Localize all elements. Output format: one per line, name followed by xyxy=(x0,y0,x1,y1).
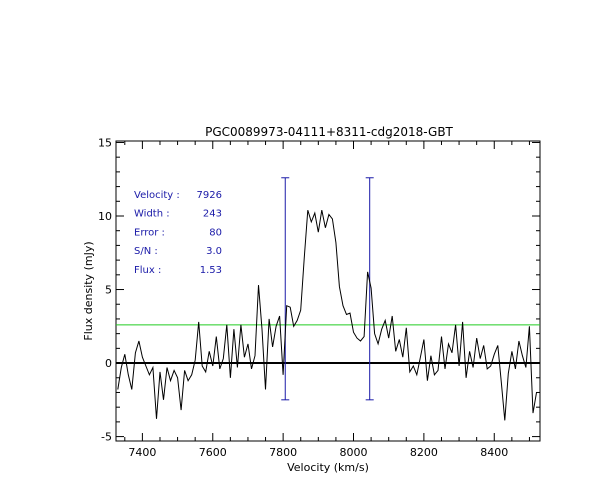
x-tick-label: 7600 xyxy=(199,446,227,459)
info-value: 80 xyxy=(209,227,222,238)
y-tick-label: 10 xyxy=(98,210,112,223)
spectrum-line xyxy=(117,209,537,421)
chart-title: PGC0089973-04111+8311-cdg2018-GBT xyxy=(205,125,453,139)
y-axis: -5 0 5 10 15 xyxy=(98,136,540,444)
info-value: 7926 xyxy=(197,190,222,201)
x-tick-label: 7400 xyxy=(128,446,156,459)
y-tick-label: 15 xyxy=(98,136,112,149)
info-value: 1.53 xyxy=(200,265,222,276)
x-tick-label: 7800 xyxy=(269,446,297,459)
x-tick-label: 8000 xyxy=(340,446,368,459)
plot-frame xyxy=(115,140,541,442)
x-tick-label: 8200 xyxy=(410,446,438,459)
y-axis-label: Flux density (mJy) xyxy=(82,241,95,340)
x-axis-label: Velocity (km/s) xyxy=(287,461,369,474)
velocity-markers xyxy=(281,177,374,401)
info-label: Width : xyxy=(134,209,170,220)
info-value: 243 xyxy=(203,209,222,220)
info-label: Velocity : xyxy=(134,190,180,201)
y-tick-label: -5 xyxy=(101,431,112,444)
info-panel: Velocity : 7926 Width : 243 Error : 80 S/N : 3.… xyxy=(134,190,222,276)
y-tick-label: 5 xyxy=(105,284,112,297)
x-tick-label: 8400 xyxy=(480,446,508,459)
reference-lines xyxy=(116,324,540,365)
x-axis: 7400 7600 7800 8000 8200 8400 xyxy=(124,141,530,459)
y-tick-label: 0 xyxy=(105,357,112,370)
info-value: 3.0 xyxy=(206,246,222,257)
info-label: Error : xyxy=(134,227,165,238)
info-label: S/N : xyxy=(134,246,158,257)
info-label: Flux : xyxy=(134,265,161,276)
